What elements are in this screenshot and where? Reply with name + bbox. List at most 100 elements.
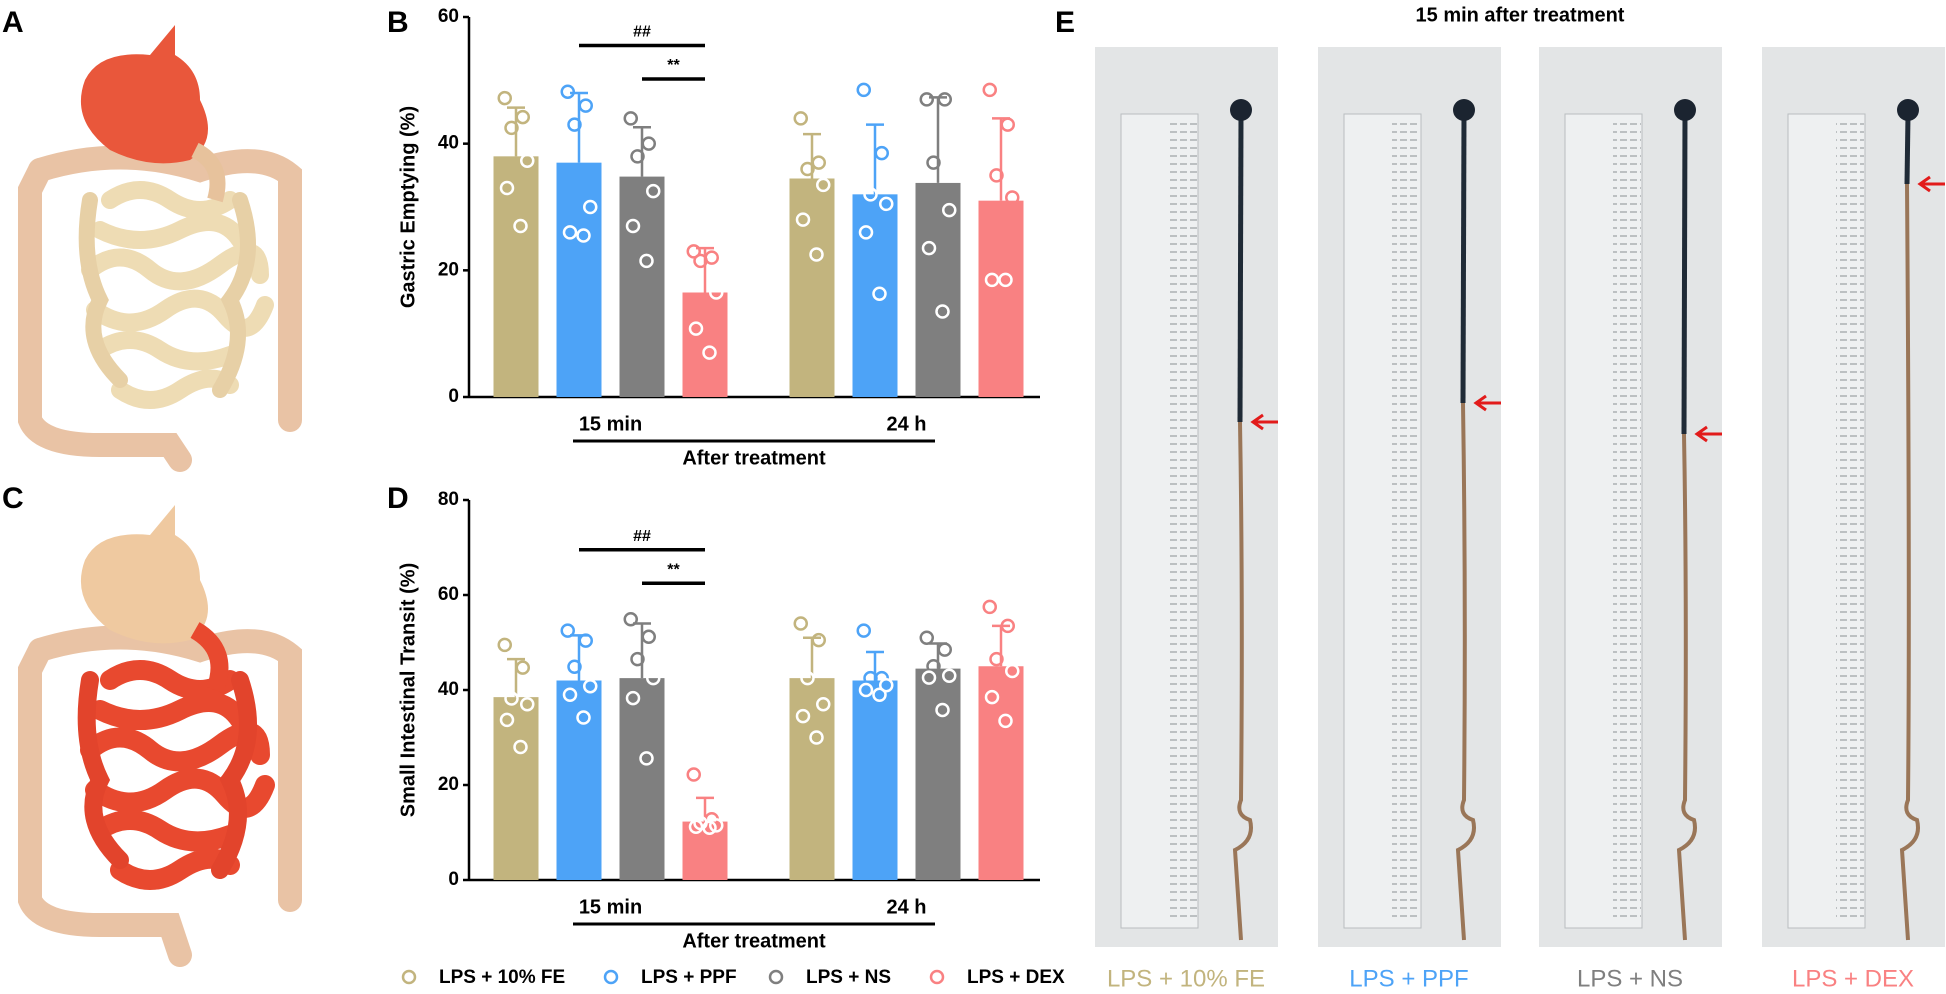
significance-label: **	[667, 57, 680, 74]
data-point	[800, 161, 815, 177]
y-axis-label: Small Intestinal Transit (%)	[397, 563, 419, 818]
data-point	[1000, 618, 1015, 634]
data-point	[921, 670, 937, 685]
data-point	[562, 225, 578, 240]
x-axis-label: After treatment	[682, 447, 826, 469]
data-point	[858, 682, 874, 698]
significance-label: ##	[633, 24, 651, 41]
legend-label: LPS + 10% FE	[439, 967, 565, 988]
ruler-ticks	[1392, 120, 1420, 920]
arrow	[1694, 425, 1722, 443]
bar	[682, 292, 728, 397]
legend-label: LPS + DEX	[967, 967, 1065, 988]
stomach-end	[1453, 99, 1475, 121]
data-point	[513, 218, 528, 234]
data-point	[856, 623, 871, 638]
data-point	[863, 187, 878, 202]
legend-marker	[401, 969, 417, 985]
data-point	[693, 253, 708, 269]
legend-marker	[768, 969, 784, 985]
data-point	[793, 616, 808, 631]
stomach-end	[1230, 99, 1252, 121]
data-point	[497, 637, 512, 653]
intestine-dark	[1237, 114, 1244, 423]
data-point	[989, 168, 1004, 183]
bar	[789, 178, 835, 397]
intestine-light	[1899, 183, 1920, 941]
data-point	[942, 202, 957, 218]
data-point	[625, 690, 641, 706]
data-point	[625, 218, 641, 234]
data-point	[646, 183, 661, 199]
data-point	[1005, 190, 1020, 205]
x-tick-label: 24 h	[886, 896, 926, 918]
data-point	[816, 177, 831, 193]
data-point	[816, 697, 831, 712]
bar	[852, 680, 898, 880]
panel-label: E	[1055, 6, 1075, 39]
data-point	[583, 678, 598, 694]
data-point	[520, 697, 535, 712]
data-point	[646, 670, 661, 686]
data-point	[998, 713, 1013, 729]
y-tick-label: 0	[448, 386, 459, 407]
bar	[619, 176, 665, 397]
y-tick-label: 0	[448, 869, 459, 890]
data-point	[702, 345, 717, 360]
data-point	[688, 321, 704, 336]
data-point	[504, 120, 519, 136]
error-bar	[507, 657, 525, 698]
error-bar	[866, 123, 884, 195]
panel-label: C	[2, 482, 24, 515]
data-point	[942, 668, 957, 683]
data-point	[795, 708, 811, 724]
ruler-ticks	[1613, 120, 1641, 920]
data-point	[641, 629, 656, 645]
bar	[978, 200, 1024, 397]
photo-label: LPS + PPF	[1349, 965, 1468, 992]
data-point	[560, 84, 575, 99]
data-point	[688, 819, 704, 835]
data-point	[623, 611, 638, 627]
bar	[493, 697, 539, 880]
error-bar	[929, 96, 947, 183]
panel-label: A	[2, 6, 24, 39]
illustration-c	[18, 505, 302, 967]
data-point	[560, 623, 575, 638]
data-point	[795, 212, 811, 227]
arrow	[1473, 394, 1501, 412]
data-point	[567, 117, 582, 132]
bar	[915, 182, 961, 397]
data-point	[709, 285, 724, 300]
stomach-end	[1897, 99, 1919, 121]
data-point	[793, 111, 808, 126]
data-point	[879, 196, 894, 212]
x-tick-label: 24 h	[886, 413, 926, 435]
data-point	[709, 818, 724, 833]
data-point	[809, 730, 824, 745]
bar	[619, 678, 665, 880]
x-tick-label: 15 min	[579, 413, 642, 435]
data-point	[989, 651, 1004, 667]
data-point	[578, 633, 593, 648]
data-point	[935, 304, 950, 319]
data-point	[504, 691, 519, 706]
intestine-light	[1676, 433, 1697, 941]
data-point	[937, 92, 952, 107]
ruler-ticks	[1169, 120, 1197, 920]
x-tick-label: 15 min	[579, 896, 642, 918]
charts: 0 20 40 60 Gastric Emptying (%) 15 min 24 h Aft…	[397, 6, 1065, 988]
y-tick-label: 40	[438, 679, 459, 700]
y-tick-label: 60	[438, 584, 459, 605]
y-tick-label: 60	[438, 6, 459, 27]
data-point	[919, 92, 934, 107]
data-point	[1005, 663, 1020, 679]
y-tick-label: 20	[438, 774, 459, 795]
legend-marker	[603, 969, 619, 985]
data-point	[578, 98, 593, 113]
data-point	[630, 149, 645, 164]
data-point	[935, 702, 950, 718]
data-point	[998, 272, 1013, 288]
x-axis-label: After treatment	[682, 930, 826, 952]
